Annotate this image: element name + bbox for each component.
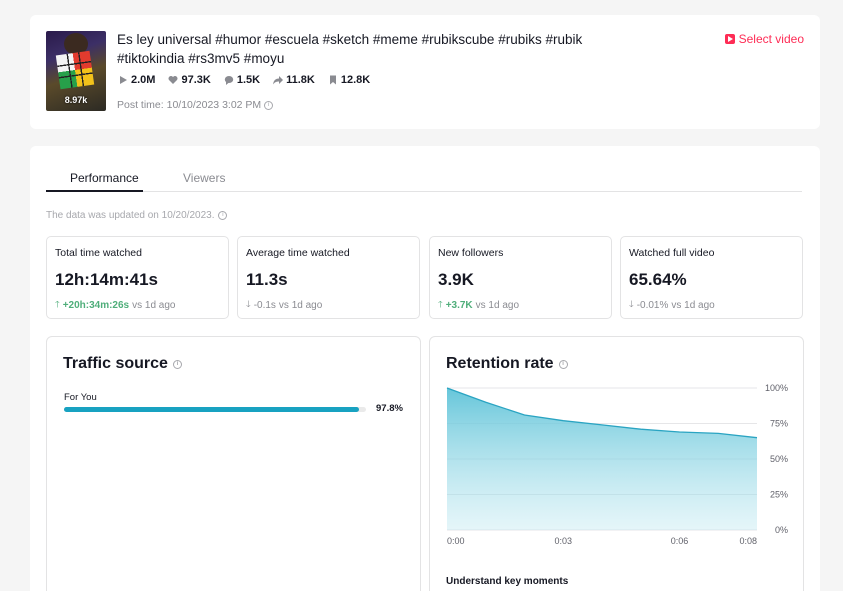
traffic-source-bar-fill: [64, 407, 360, 412]
traffic-source-panel: Traffic source i For You 97.8%: [46, 336, 421, 591]
info-icon[interactable]: i: [558, 359, 568, 369]
traffic-source-title: Traffic source i: [63, 355, 182, 373]
arrow-down-icon: 🡓: [629, 299, 634, 309]
stat-likes: 97.3K: [168, 74, 211, 86]
metric-delta: -0.01%: [636, 299, 669, 311]
y-tick-label: 25%: [770, 490, 788, 500]
understand-key-moments[interactable]: Understand key moments: [446, 576, 569, 587]
select-video-label: Select video: [738, 32, 804, 46]
post-time-text: Post time: 10/10/2023 3:02 PM: [117, 99, 262, 111]
info-icon[interactable]: i: [172, 359, 182, 369]
metric-delta: -0.1s: [253, 299, 276, 311]
share-icon: [273, 76, 284, 85]
metric-label: Watched full video: [629, 247, 715, 259]
video-title: Es ley universal #humor #escuela #sketch…: [117, 32, 583, 66]
retention-rate-panel: Retention rate i 0% 25% 50% 75% 100% 0:00 0:03…: [429, 336, 804, 591]
metric-value: 65.64%: [629, 270, 687, 289]
metric-change: 🡑 +3.7K vs 1d ago: [438, 297, 519, 313]
video-thumbnail[interactable]: 8.97k: [46, 31, 106, 111]
traffic-source-heading: Traffic source: [63, 355, 168, 372]
arrow-down-icon: 🡓: [246, 299, 251, 309]
select-video-button[interactable]: Select video: [724, 32, 804, 46]
metric-value: 3.9K: [438, 270, 474, 289]
y-tick-label: 75%: [770, 419, 788, 429]
retention-line: [446, 387, 758, 439]
stat-shares: 11.8K: [273, 74, 315, 86]
stat-saves: 12.8K: [328, 74, 370, 86]
comment-icon: [224, 76, 234, 85]
metric-value: 11.3s: [246, 270, 288, 289]
traffic-source-percent: 97.8%: [376, 403, 403, 414]
x-tick-label: 0:06: [671, 536, 689, 546]
traffic-source-label: For You: [64, 392, 97, 403]
metric-value: 12h:14m:41s: [55, 270, 159, 289]
info-icon[interactable]: i: [218, 211, 228, 220]
metric-card-watched-full[interactable]: Watched full video 65.64% 🡓 -0.01% vs 1d…: [620, 236, 803, 319]
metric-change: 🡓 -0.01% vs 1d ago: [629, 297, 715, 313]
metric-comparison: vs 1d ago: [671, 299, 715, 311]
tab-performance[interactable]: Performance: [70, 171, 139, 185]
arrow-up-icon: 🡑: [438, 299, 443, 309]
rubiks-cube-image: [55, 50, 95, 90]
metric-comparison: vs 1d ago: [475, 299, 520, 311]
retention-rate-heading: Retention rate: [446, 355, 554, 372]
metric-change: 🡑 +20h:34m:26s vs 1d ago: [55, 297, 176, 313]
analytics-card: Performance Viewers The data was updated…: [30, 146, 820, 591]
y-tick-label: 100%: [765, 383, 788, 393]
metric-card-new-followers[interactable]: New followers 3.9K 🡑 +3.7K vs 1d ago: [429, 236, 612, 319]
comments-value: 1.5K: [236, 74, 261, 86]
video-select-icon: [724, 34, 735, 44]
arrow-up-icon: 🡑: [55, 299, 60, 309]
thumbnail-person: [64, 33, 88, 55]
y-tick-label: 50%: [770, 454, 788, 464]
play-icon: [120, 76, 127, 84]
saves-value: 12.8K: [340, 74, 371, 86]
metric-label: New followers: [438, 247, 504, 259]
video-stats: 2.0M 97.3K 1.5K 11.8K 12.8K: [118, 74, 370, 86]
views-value: 2.0M: [131, 74, 156, 86]
retention-area: [447, 388, 757, 530]
stat-views: 2.0M: [118, 74, 155, 86]
retention-rate-title: Retention rate i: [446, 355, 568, 373]
metric-delta: +20h:34m:26s: [62, 299, 130, 311]
y-tick-label: 0%: [775, 525, 788, 535]
post-time: Post time: 10/10/2023 3:02 PM i: [117, 99, 274, 111]
retention-chart[interactable]: 0% 25% 50% 75% 100% 0:00 0:03 0:06 0:08: [430, 377, 803, 567]
metric-label: Total time watched: [55, 247, 142, 259]
x-tick-label: 0:03: [554, 536, 572, 546]
metric-delta: +3.7K: [445, 299, 473, 311]
shares-value: 11.8K: [286, 74, 315, 86]
tab-performance-label: Performance: [70, 171, 139, 185]
video-card: 8.97k Es ley universal #humor #escuela #…: [30, 15, 820, 129]
metric-comparison: vs 1d ago: [132, 299, 176, 311]
tab-viewers-label: Viewers: [183, 171, 226, 185]
metric-change: 🡓 -0.1s vs 1d ago: [246, 297, 322, 313]
metric-label: Average time watched: [246, 247, 350, 259]
info-icon[interactable]: i: [264, 100, 274, 110]
stat-comments: 1.5K: [224, 74, 260, 86]
tab-bar: Performance Viewers: [46, 164, 802, 192]
metric-card-total-time[interactable]: Total time watched 12h:14m:41s 🡑 +20h:34…: [46, 236, 229, 319]
x-tick-label: 0:08: [739, 536, 757, 546]
metric-comparison: vs 1d ago: [278, 299, 323, 311]
bookmark-icon: [329, 75, 336, 85]
traffic-source-bar: [64, 407, 366, 412]
likes-value: 97.3K: [181, 74, 211, 86]
data-updated-text: The data was updated on 10/20/2023.: [46, 210, 215, 221]
active-tab-indicator: [46, 190, 143, 192]
thumbnail-view-count: 8.97k: [64, 95, 88, 105]
metric-card-average-time[interactable]: Average time watched 11.3s 🡓 -0.1s vs 1d…: [237, 236, 420, 319]
heart-icon: [168, 76, 178, 84]
tab-viewers[interactable]: Viewers: [183, 171, 225, 185]
data-updated-note: The data was updated on 10/20/2023. i: [46, 210, 228, 221]
x-tick-label: 0:00: [447, 536, 465, 546]
